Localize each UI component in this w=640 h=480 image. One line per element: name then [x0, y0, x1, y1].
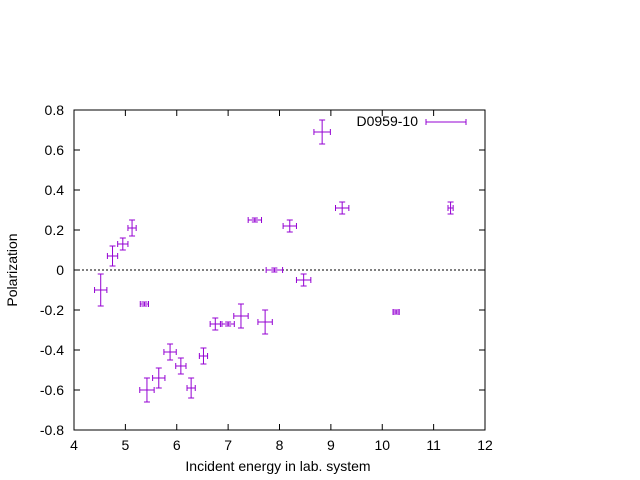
- data-point: [175, 357, 187, 375]
- data-point: [152, 367, 166, 389]
- x-tick-label: 7: [224, 437, 232, 453]
- y-tick-label: 0.2: [45, 222, 65, 238]
- x-tick-label: 5: [121, 437, 129, 453]
- x-tick-label: 4: [70, 437, 78, 453]
- data-point: [127, 219, 137, 237]
- data-point: [447, 201, 454, 215]
- x-axis-label: Incident energy in lab. system: [185, 458, 370, 474]
- x-tick-label: 10: [374, 437, 390, 453]
- data-point: [106, 245, 119, 267]
- x-tick-label: 9: [327, 437, 335, 453]
- y-tick-label: -0.8: [40, 422, 64, 438]
- x-tick-label: 6: [173, 437, 181, 453]
- y-tick-label: 0.8: [45, 102, 65, 118]
- data-point: [392, 309, 400, 315]
- data-points-layer: [94, 119, 454, 403]
- y-tick-label: -0.2: [40, 302, 64, 318]
- data-point: [221, 321, 235, 327]
- data-point: [94, 273, 108, 307]
- data-point: [209, 317, 221, 331]
- y-tick-label: 0: [56, 262, 64, 278]
- y-tick-label: 0.4: [45, 182, 65, 198]
- data-point: [139, 377, 155, 403]
- data-point: [117, 237, 129, 251]
- data-point: [198, 347, 209, 365]
- data-point: [282, 219, 297, 233]
- data-point: [163, 343, 177, 361]
- x-tick-label: 8: [276, 437, 284, 453]
- x-tick-label: 12: [477, 437, 493, 453]
- data-point: [247, 217, 263, 223]
- data-point: [265, 267, 284, 273]
- data-point: [139, 301, 149, 307]
- legend-label-d0959-10: D0959-10: [357, 113, 419, 129]
- y-axis-label: Polarization: [4, 233, 20, 306]
- y-tick-label: 0.6: [45, 142, 65, 158]
- data-point: [257, 309, 273, 335]
- data-point: [233, 303, 249, 329]
- x-tick-label: 11: [426, 437, 441, 453]
- data-point: [186, 377, 196, 399]
- legend: D0959-10: [357, 113, 467, 129]
- y-tick-label: -0.6: [40, 382, 64, 398]
- data-point: [334, 201, 350, 215]
- y-tick-label: -0.4: [40, 342, 64, 358]
- data-point: [295, 273, 312, 287]
- ticks-layer: 4 5 6 7 8 9 10 11 12 -0.8 -0.6 -0.4 -0.2 0 0.2 0.4 0.6 0.…: [40, 102, 493, 453]
- data-point: [313, 119, 331, 145]
